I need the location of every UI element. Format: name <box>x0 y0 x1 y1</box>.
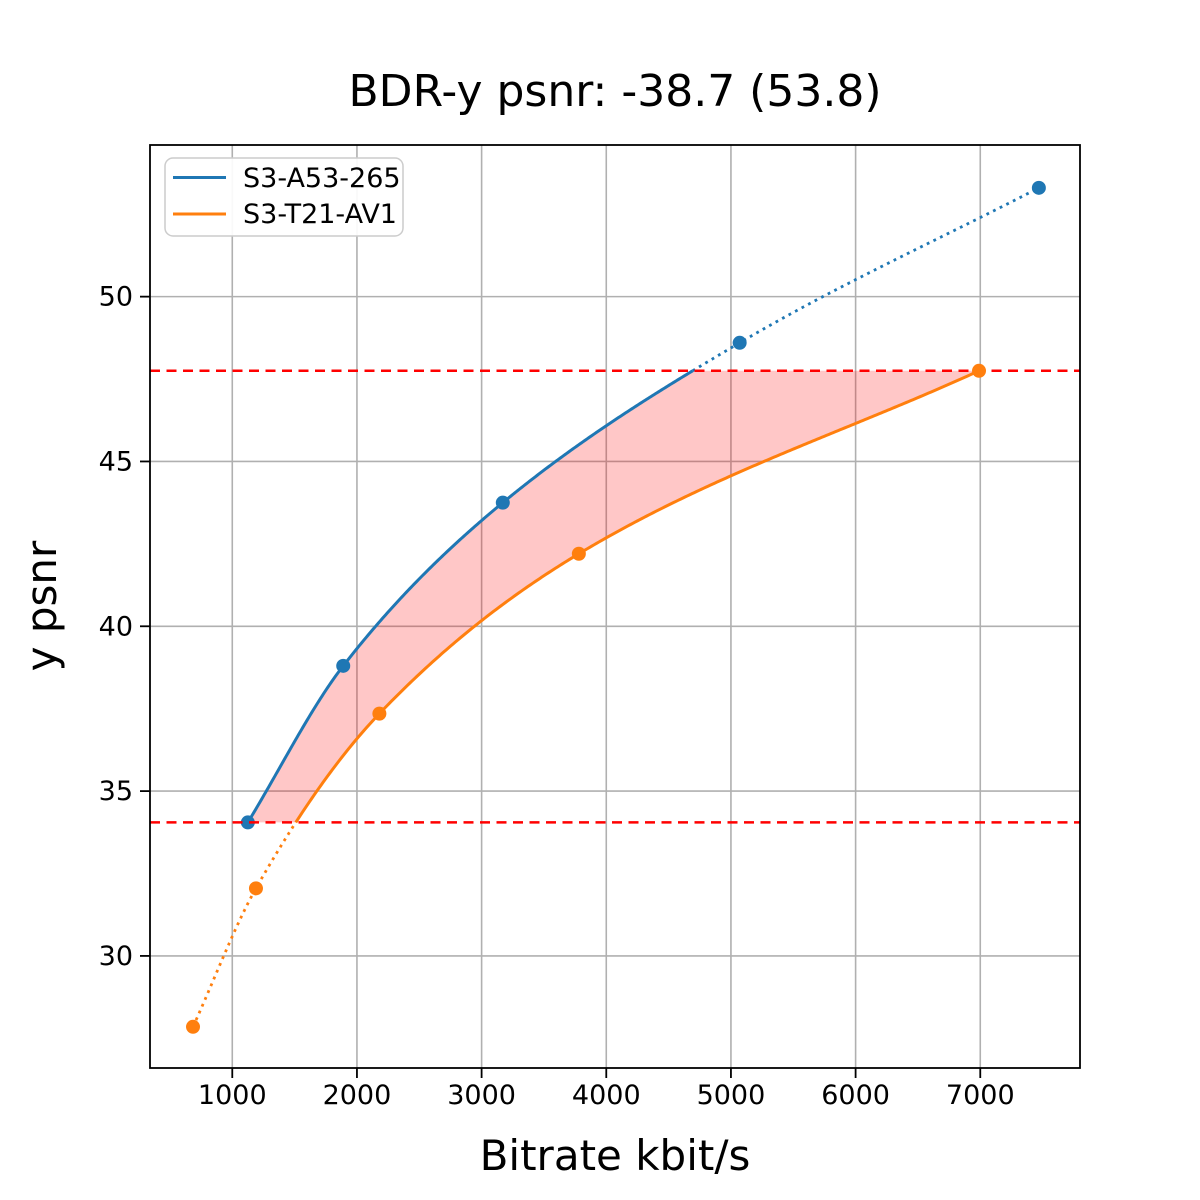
y-tick-label: 35 <box>99 776 133 807</box>
y-tick-label: 30 <box>99 941 133 972</box>
data-point-marker <box>1031 180 1046 195</box>
y-axis-label: y psnr <box>17 540 66 671</box>
data-point-marker <box>186 1019 201 1034</box>
series-av1-layer <box>186 363 987 1034</box>
data-point-marker <box>571 546 586 561</box>
data-point-marker <box>372 706 387 721</box>
chart-title: BDR-y psnr: -38.7 (53.8) <box>349 66 882 117</box>
y-tick-label: 50 <box>99 282 133 313</box>
series-line-solid <box>294 369 980 824</box>
data-point-marker <box>972 363 987 378</box>
bd-fill-layer <box>247 370 980 823</box>
data-point-marker <box>336 658 351 673</box>
series-line-dotted <box>191 821 297 1028</box>
series-line-solid <box>246 369 694 824</box>
x-tick-label: 3000 <box>447 1080 516 1111</box>
axes-layer <box>140 144 1081 1078</box>
x-tick-label: 1000 <box>198 1080 267 1111</box>
bd-lines-layer <box>150 369 1080 824</box>
x-tick-label: 5000 <box>697 1080 766 1111</box>
x-tick-label: 6000 <box>821 1080 890 1111</box>
y-tick-label: 40 <box>99 611 133 642</box>
y-tick-label: 45 <box>99 446 133 477</box>
x-tick-label: 4000 <box>572 1080 641 1111</box>
series-hevc-layer <box>240 180 1046 830</box>
x-tick-label: 2000 <box>323 1080 392 1111</box>
x-axis-label: Bitrate kbit/s <box>480 1131 751 1180</box>
data-point-marker <box>248 881 263 896</box>
data-point-marker <box>495 495 510 510</box>
legend: S3-A53-265 S3-T21-AV1 <box>164 157 404 237</box>
grid-layer <box>150 145 1080 1068</box>
series-line-dotted <box>691 186 1040 373</box>
x-tick-label: 7000 <box>946 1080 1015 1111</box>
plot-border <box>149 144 1081 1069</box>
data-point-marker <box>732 335 747 350</box>
legend-label-av1: S3-T21-AV1 <box>243 199 397 230</box>
bd-fill-region <box>247 370 980 823</box>
tick-label-layer: 1000 2000 3000 4000 5000 6000 7000 30 35 40 45 50 <box>99 282 1015 1111</box>
data-point-marker <box>240 815 255 830</box>
legend-label-hevc: S3-A53-265 <box>243 163 401 194</box>
